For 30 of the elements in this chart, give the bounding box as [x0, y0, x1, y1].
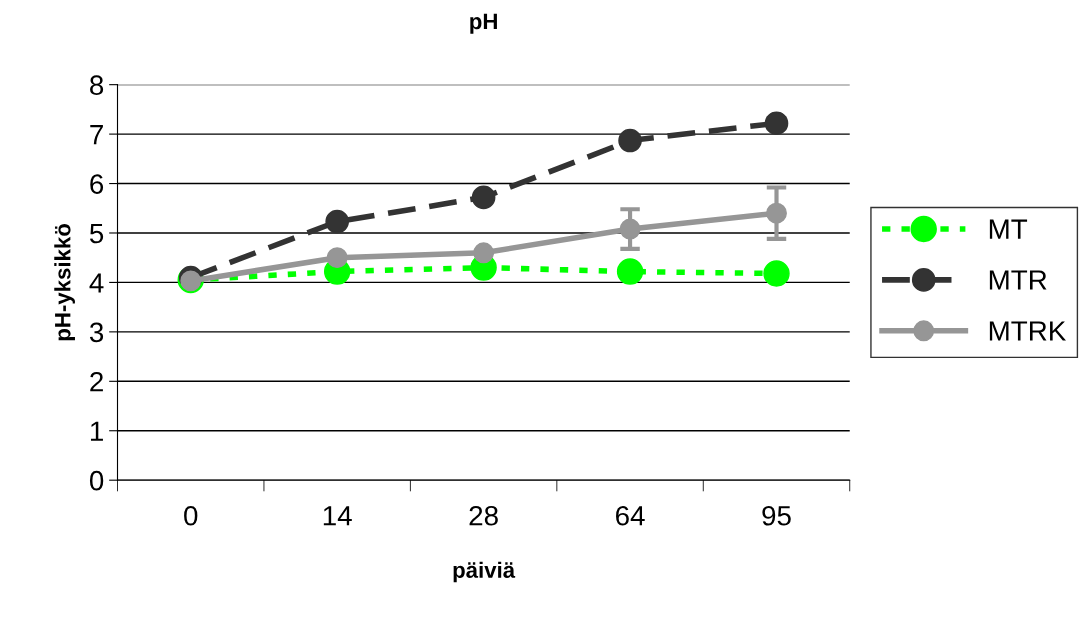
y-tick-label: 8: [90, 75, 104, 95]
legend-label: MT: [989, 219, 1028, 239]
point: [763, 260, 790, 287]
legend-label: MTR: [989, 270, 1047, 290]
y-tick-label: 7: [90, 125, 103, 145]
x-tick-label: 0: [184, 505, 198, 526]
point: [618, 128, 642, 153]
point: [473, 242, 495, 264]
x-axis-title: päiviä: [453, 561, 516, 583]
y-tick-label: 3: [89, 322, 104, 343]
point: [325, 209, 349, 234]
point: [764, 111, 789, 136]
y-axis-title: pH-yksikkö: [54, 224, 75, 341]
point: [616, 258, 644, 285]
point: [619, 218, 641, 240]
point: [326, 247, 348, 269]
x-tick-label: 95: [762, 505, 791, 526]
y-tick-label: 0: [89, 470, 104, 491]
x-tick-label: 14: [323, 506, 352, 526]
x-tick-label: 64: [616, 505, 645, 526]
y-tick-label: 5: [89, 223, 104, 244]
y-tick-label: 4: [89, 273, 104, 293]
point: [471, 185, 496, 210]
point: [766, 202, 787, 224]
chart-title: pH: [470, 13, 497, 34]
y-tick-label: 2: [90, 371, 103, 392]
y-tick-label: 6: [90, 174, 104, 194]
legend-label: MTRK: [989, 321, 1066, 341]
y-tick-label: 1: [90, 421, 103, 441]
x-tick-label: 28: [469, 505, 498, 526]
